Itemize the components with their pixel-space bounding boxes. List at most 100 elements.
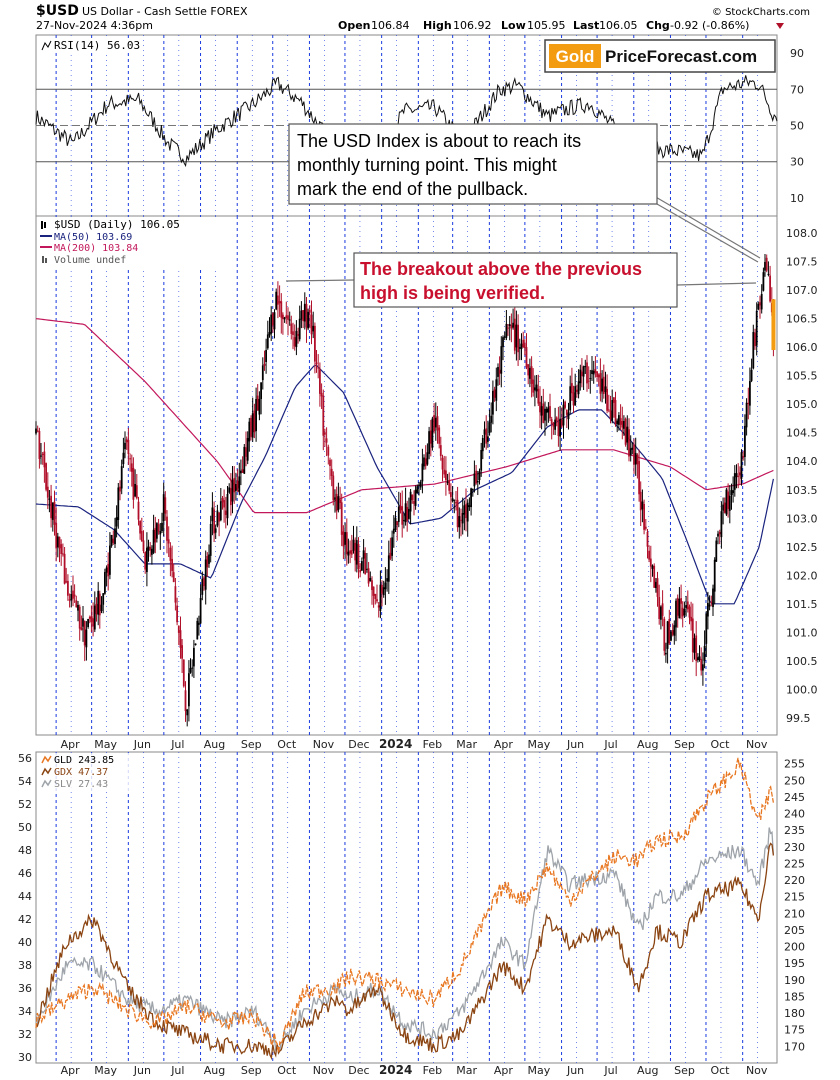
candle-body — [624, 418, 627, 445]
high-value: 106.92 — [453, 19, 492, 32]
candle-body — [235, 484, 237, 492]
candle-body — [434, 417, 437, 428]
candle-body — [166, 516, 168, 541]
candle-body — [35, 428, 37, 434]
candle-body — [644, 526, 647, 529]
candle-body — [330, 468, 333, 476]
usd-y-tick: 107.0 — [786, 284, 818, 297]
candle-body — [219, 501, 222, 521]
rsi-y-tick: 90 — [790, 47, 804, 60]
candle-body — [596, 371, 598, 377]
candle-body — [216, 510, 219, 526]
candle-body — [567, 412, 570, 420]
candle-body — [638, 461, 640, 495]
x-tick-label: Dec — [348, 1064, 369, 1077]
candle-body — [376, 599, 378, 602]
candle-body — [355, 540, 358, 565]
candle-body — [322, 395, 325, 436]
candle-body — [619, 418, 622, 425]
candle-body — [483, 429, 486, 435]
candle-body — [653, 565, 656, 588]
candle-body — [159, 531, 162, 535]
x-tick-label: Feb — [423, 1064, 442, 1077]
candle-body — [742, 456, 745, 458]
candle-body — [648, 550, 650, 560]
candle-body — [552, 423, 555, 427]
candle-body — [478, 471, 481, 481]
candle-body — [747, 403, 750, 404]
candle-body — [750, 369, 753, 381]
candle-body — [203, 577, 205, 587]
candle-body — [691, 618, 694, 653]
candle-body — [715, 540, 718, 562]
candle-body — [389, 552, 392, 559]
open-label: Open — [338, 19, 371, 32]
candle-body — [246, 438, 249, 461]
candle-body — [38, 431, 41, 459]
candle-body — [581, 371, 583, 376]
candle-body — [369, 578, 372, 582]
candle-body — [475, 470, 477, 484]
candle-body — [58, 536, 61, 549]
candle-body — [574, 386, 577, 406]
candle-body — [539, 401, 541, 413]
candle-body — [144, 551, 147, 570]
gdx-line — [35, 842, 775, 1061]
candle-body — [125, 439, 128, 443]
candle-body — [621, 421, 624, 428]
candle-body — [41, 453, 44, 455]
gdx-swatch — [41, 767, 52, 776]
candle-body — [209, 524, 212, 556]
candle-body — [414, 489, 417, 506]
candle-body — [443, 469, 446, 475]
candle-body — [218, 512, 220, 522]
candle-body — [51, 502, 54, 520]
candle-body — [114, 528, 116, 545]
candle-body — [411, 494, 414, 500]
candle-body — [488, 422, 491, 433]
usd-legend: $USD (Daily) 106.05 — [54, 218, 180, 231]
candle-body — [256, 395, 259, 411]
candle-body — [186, 709, 189, 716]
metals-left-tick: 42 — [18, 913, 32, 926]
candle-body — [130, 463, 133, 472]
candle-body — [562, 404, 565, 426]
ma50-legend: MA(50) 103.69 — [54, 232, 132, 243]
candle-body — [56, 536, 59, 548]
candle-body — [85, 629, 88, 648]
metals-right-tick: 185 — [784, 990, 805, 1003]
metals-left-tick: 40 — [18, 936, 32, 949]
candle-body — [470, 488, 472, 508]
candle-body — [602, 376, 605, 394]
candle-body — [571, 383, 573, 394]
candle-body — [703, 645, 706, 661]
candle-body — [555, 417, 558, 422]
candle-body — [162, 494, 165, 522]
candle-body — [582, 366, 585, 377]
candle-body — [77, 604, 79, 611]
metals-right-tick: 200 — [784, 941, 805, 954]
candle-body — [198, 622, 200, 625]
candle-body — [92, 618, 94, 627]
candle-body — [344, 532, 346, 545]
x-tick-label: Jul — [603, 738, 617, 751]
candle-body — [651, 565, 654, 569]
candle-body — [769, 275, 771, 302]
candle-body — [403, 520, 405, 522]
rsi-y-tick: 70 — [790, 83, 804, 96]
candle-body — [529, 367, 531, 379]
candle-body — [466, 502, 469, 522]
candle-body — [445, 470, 447, 480]
candle-body — [565, 409, 568, 415]
candle-body — [658, 597, 661, 619]
candle-body — [127, 439, 130, 454]
candle-body — [48, 498, 51, 500]
breakout-annotation: The breakout above the previous high is … — [285, 252, 757, 308]
candle-body — [450, 492, 452, 498]
candle-body — [371, 580, 373, 590]
candle-body — [513, 318, 516, 351]
x-tick-label: Mar — [456, 738, 477, 751]
logo-rest: PriceForecast.com — [605, 47, 757, 66]
candle-body — [468, 505, 471, 507]
